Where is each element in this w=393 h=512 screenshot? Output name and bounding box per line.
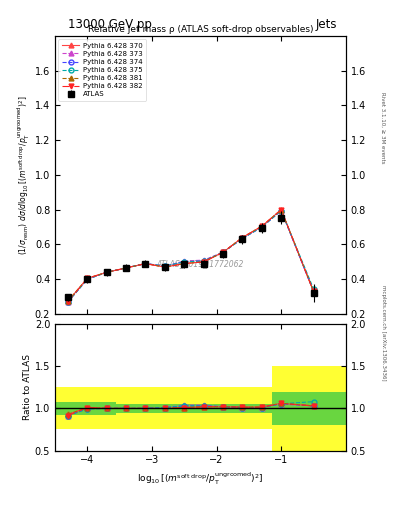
Pythia 6.428 375 (163, 263, 167, 269)
Pythia 6.428 381 (85, 275, 90, 282)
Pythia 6.428 373 (124, 265, 129, 271)
Pythia 6.428 382 (279, 207, 284, 213)
Pythia 6.428 381 (105, 269, 109, 275)
Text: 13000 GeV pp: 13000 GeV pp (68, 18, 152, 31)
Pythia 6.428 374 (259, 224, 264, 230)
Pythia 6.428 370 (85, 275, 90, 282)
X-axis label: $\log_{10}[(m^{\mathrm{soft\ drop}}/p_\mathrm{T}^{\mathrm{ungroomed}})^2]$: $\log_{10}[(m^{\mathrm{soft\ drop}}/p_\m… (137, 471, 264, 487)
Pythia 6.428 374 (221, 249, 226, 255)
Line: Pythia 6.428 374: Pythia 6.428 374 (66, 208, 316, 304)
Pythia 6.428 374 (311, 288, 316, 294)
Pythia 6.428 375 (240, 236, 245, 242)
Pythia 6.428 374 (143, 261, 148, 267)
Pythia 6.428 382 (143, 261, 148, 267)
Pythia 6.428 373 (221, 249, 226, 255)
Pythia 6.428 382 (105, 269, 109, 275)
Pythia 6.428 381 (182, 261, 187, 267)
Text: ATLAS_2019_I1772062: ATLAS_2019_I1772062 (157, 260, 244, 268)
Pythia 6.428 382 (182, 261, 187, 267)
Pythia 6.428 370 (143, 261, 148, 267)
Pythia 6.428 381 (259, 223, 264, 229)
Pythia 6.428 381 (66, 298, 70, 304)
Pythia 6.428 375 (259, 224, 264, 230)
Pythia 6.428 382 (240, 234, 245, 241)
Line: Pythia 6.428 373: Pythia 6.428 373 (66, 208, 316, 304)
Line: Pythia 6.428 381: Pythia 6.428 381 (66, 207, 316, 304)
Pythia 6.428 373 (201, 257, 206, 263)
Text: Rivet 3.1.10, ≥ 3M events: Rivet 3.1.10, ≥ 3M events (381, 92, 386, 164)
Pythia 6.428 370 (163, 264, 167, 270)
Pythia 6.428 381 (221, 249, 226, 255)
Pythia 6.428 382 (163, 264, 167, 270)
Pythia 6.428 370 (240, 234, 245, 241)
Pythia 6.428 375 (143, 261, 148, 267)
Pythia 6.428 382 (311, 288, 316, 294)
Pythia 6.428 374 (201, 258, 206, 264)
Pythia 6.428 381 (279, 207, 284, 213)
Title: Relative jet mass ρ (ATLAS soft-drop observables): Relative jet mass ρ (ATLAS soft-drop obs… (88, 25, 313, 34)
Pythia 6.428 381 (311, 288, 316, 294)
Pythia 6.428 370 (201, 259, 206, 265)
Pythia 6.428 382 (124, 265, 129, 271)
Text: mcplots.cern.ch [arXiv:1306.3436]: mcplots.cern.ch [arXiv:1306.3436] (381, 285, 386, 380)
Pythia 6.428 375 (311, 286, 316, 292)
Pythia 6.428 381 (124, 265, 129, 271)
Pythia 6.428 370 (182, 261, 187, 267)
Pythia 6.428 382 (85, 275, 90, 282)
Pythia 6.428 370 (311, 288, 316, 294)
Pythia 6.428 374 (66, 299, 70, 305)
Pythia 6.428 375 (124, 265, 129, 271)
Pythia 6.428 374 (279, 207, 284, 214)
Pythia 6.428 370 (105, 269, 109, 275)
Pythia 6.428 373 (85, 276, 90, 282)
Pythia 6.428 375 (105, 269, 109, 275)
Pythia 6.428 374 (163, 263, 167, 269)
Pythia 6.428 370 (221, 249, 226, 255)
Pythia 6.428 375 (201, 258, 206, 264)
Pythia 6.428 374 (85, 276, 90, 282)
Line: Pythia 6.428 382: Pythia 6.428 382 (66, 207, 316, 304)
Pythia 6.428 375 (221, 249, 226, 255)
Pythia 6.428 374 (124, 265, 129, 271)
Pythia 6.428 382 (221, 249, 226, 255)
Pythia 6.428 374 (105, 269, 109, 275)
Line: Pythia 6.428 370: Pythia 6.428 370 (66, 207, 316, 304)
Pythia 6.428 373 (182, 258, 187, 264)
Pythia 6.428 381 (163, 264, 167, 270)
Pythia 6.428 375 (182, 259, 187, 265)
Legend: Pythia 6.428 370, Pythia 6.428 373, Pythia 6.428 374, Pythia 6.428 375, Pythia 6: Pythia 6.428 370, Pythia 6.428 373, Pyth… (59, 39, 146, 101)
Pythia 6.428 373 (240, 236, 245, 242)
Pythia 6.428 381 (143, 261, 148, 267)
Pythia 6.428 382 (259, 223, 264, 229)
Pythia 6.428 382 (201, 259, 206, 265)
Pythia 6.428 382 (66, 299, 70, 305)
Pythia 6.428 373 (105, 269, 109, 275)
Y-axis label: Ratio to ATLAS: Ratio to ATLAS (23, 354, 32, 420)
Pythia 6.428 373 (259, 224, 264, 230)
Line: Pythia 6.428 375: Pythia 6.428 375 (66, 208, 316, 304)
Pythia 6.428 370 (279, 207, 284, 213)
Pythia 6.428 370 (124, 265, 129, 271)
Y-axis label: $(1/\sigma_\mathrm{resm})\ d\sigma/d\log_{10}[(m^{\mathrm{soft\ drop}}/p_\mathrm: $(1/\sigma_\mathrm{resm})\ d\sigma/d\log… (16, 95, 32, 254)
Pythia 6.428 375 (279, 207, 284, 214)
Text: Jets: Jets (316, 18, 337, 31)
Pythia 6.428 375 (85, 276, 90, 282)
Pythia 6.428 373 (143, 261, 148, 267)
Pythia 6.428 370 (66, 298, 70, 304)
Pythia 6.428 373 (279, 207, 284, 214)
Pythia 6.428 373 (311, 288, 316, 294)
Pythia 6.428 374 (182, 259, 187, 265)
Pythia 6.428 373 (163, 263, 167, 269)
Pythia 6.428 381 (240, 234, 245, 241)
Pythia 6.428 381 (201, 259, 206, 265)
Pythia 6.428 373 (66, 299, 70, 305)
Pythia 6.428 375 (66, 299, 70, 305)
Pythia 6.428 374 (240, 236, 245, 242)
Pythia 6.428 370 (259, 223, 264, 229)
